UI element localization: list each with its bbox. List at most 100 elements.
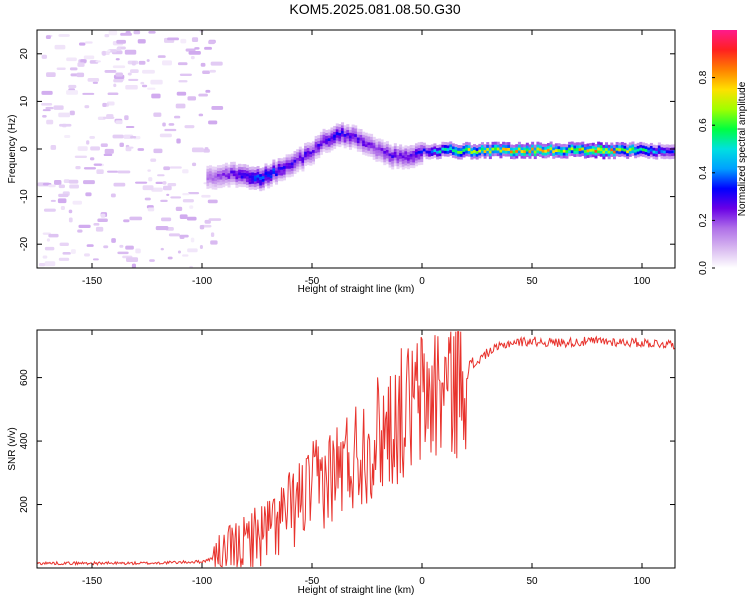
heatmap-ridge-cell [620,150,624,154]
x-tick-label: -150 [82,276,102,287]
heatmap-ridge-cell [354,133,358,137]
heatmap-noise-cell [185,48,196,52]
heatmap-ridge-cell [304,157,308,161]
heatmap-noise-cell [168,233,181,237]
heatmap-ridge-cell [370,150,374,154]
heatmap-ridge-cell [631,147,635,151]
heatmap-ridge-cell [367,147,371,151]
heatmap-ridge-cell [591,154,595,158]
heatmap-ridge-cell [251,166,255,170]
heatmap-ridge-cell [494,147,498,151]
heatmap-ridge-cell [227,181,231,185]
heatmap-noise-cell [126,257,139,263]
heatmap-noise-cell [144,197,151,201]
heatmap-ridge-cell [333,137,337,141]
heatmap-ridge-cell [277,160,281,164]
heatmap-ridge-cell [341,142,345,146]
heatmap-ridge-cell [414,146,418,150]
heatmap-ridge-cell [401,166,405,170]
heatmap-ridge-cell [261,184,265,188]
heatmap-ridge-cell [354,136,358,140]
heatmap-ridge-cell [401,146,405,150]
heatmap-ridge-cell [372,154,376,158]
heatmap-ridge-cell [396,154,400,158]
heatmap-ridge-cell [314,144,318,148]
heatmap-ridge-cell [541,152,545,156]
heatmap-ridge-cell [420,150,424,154]
heatmap-noise-cell [187,248,198,253]
heatmap-ridge-cell [404,165,408,169]
heatmap-ridge-cell [473,155,477,159]
heatmap-ridge-cell [248,181,252,185]
heatmap-noise-cell [116,47,121,52]
heatmap-ridge-cell [259,168,263,172]
heatmap-ridge-cell [510,155,513,159]
heatmap-ridge-cell [486,147,490,151]
heatmap-ridge-cell [541,155,545,159]
heatmap-ridge-cell [362,131,366,135]
heatmap-noise-cell [76,72,85,78]
heatmap-ridge-cell [525,154,529,158]
heatmap-ridge-cell [338,132,342,136]
heatmap-ridge-cell [275,175,279,179]
heatmap-ridge-cell [470,156,474,160]
heatmap-ridge-cell [359,149,363,153]
heatmap-noise-cell [198,93,208,97]
y-tick-label: 0 [19,146,30,152]
heatmap-ridge-cell [383,159,387,163]
heatmap-noise-cell [200,62,206,67]
heatmap-ridge-cell [512,156,516,160]
heatmap-ridge-cell [301,168,305,172]
heatmap-ridge-cell [451,143,455,147]
heatmap-ridge-cell [248,178,252,182]
heatmap-ridge-cell [280,161,284,165]
heatmap-noise-cell [69,67,78,71]
heatmap-ridge-cell [356,128,360,132]
heatmap-ridge-cell [504,144,508,148]
heatmap-ridge-cell [227,164,231,168]
heatmap-noise-cell [115,58,120,61]
heatmap-noise-cell [188,50,201,55]
heatmap-ridge-cell [275,173,279,177]
heatmap-ridge-cell [462,148,466,152]
heatmap-ridge-cell [525,148,529,152]
heatmap-ridge-cell [475,156,479,160]
heatmap-ridge-cell [322,128,326,132]
heatmap-ridge-cell [554,149,558,153]
heatmap-ridge-cell [523,150,527,154]
heatmap-noise-cell [131,263,136,268]
heatmap-ridge-cell [383,150,387,154]
heatmap-ridge-cell [586,143,590,147]
heatmap-ridge-cell [533,144,537,148]
heatmap-ridge-cell [576,153,579,157]
heatmap-ridge-cell [224,179,228,183]
heatmap-ridge-cell [467,147,471,151]
heatmap-ridge-cell [480,153,484,157]
heatmap-noise-cell [191,147,204,153]
heatmap-noise-cell [130,69,139,73]
heatmap-x-axis-label: Height of straight line (km) [298,284,415,295]
heatmap-noise-cell [83,180,95,185]
heatmap-ridge-cell [480,144,484,148]
heatmap-ridge-cell [272,173,276,177]
heatmap-ridge-cell [546,143,550,147]
heatmap-noise-cell [175,206,183,212]
heatmap-ridge-cell [528,155,532,159]
heatmap-ridge-cell [230,161,234,165]
heatmap-ridge-cell [467,142,471,146]
heatmap-ridge-cell [256,180,260,184]
heatmap-ridge-cell [401,149,405,153]
heatmap-ridge-cell [370,148,374,152]
heatmap-ridge-cell [338,126,342,130]
heatmap-ridge-cell [404,145,408,149]
heatmap-ridge-cell [364,152,368,156]
heatmap-ridge-cell [246,179,249,183]
heatmap-ridge-cell [546,151,550,155]
heatmap-ridge-cell [586,146,590,150]
heatmap-ridge-cell [364,149,368,153]
heatmap-ridge-cell [309,156,313,160]
heatmap-noise-cell [58,257,70,261]
heatmap-ridge-cell [628,153,632,157]
heatmap-ridge-cell [367,150,371,154]
heatmap-ridge-cell [319,137,323,141]
